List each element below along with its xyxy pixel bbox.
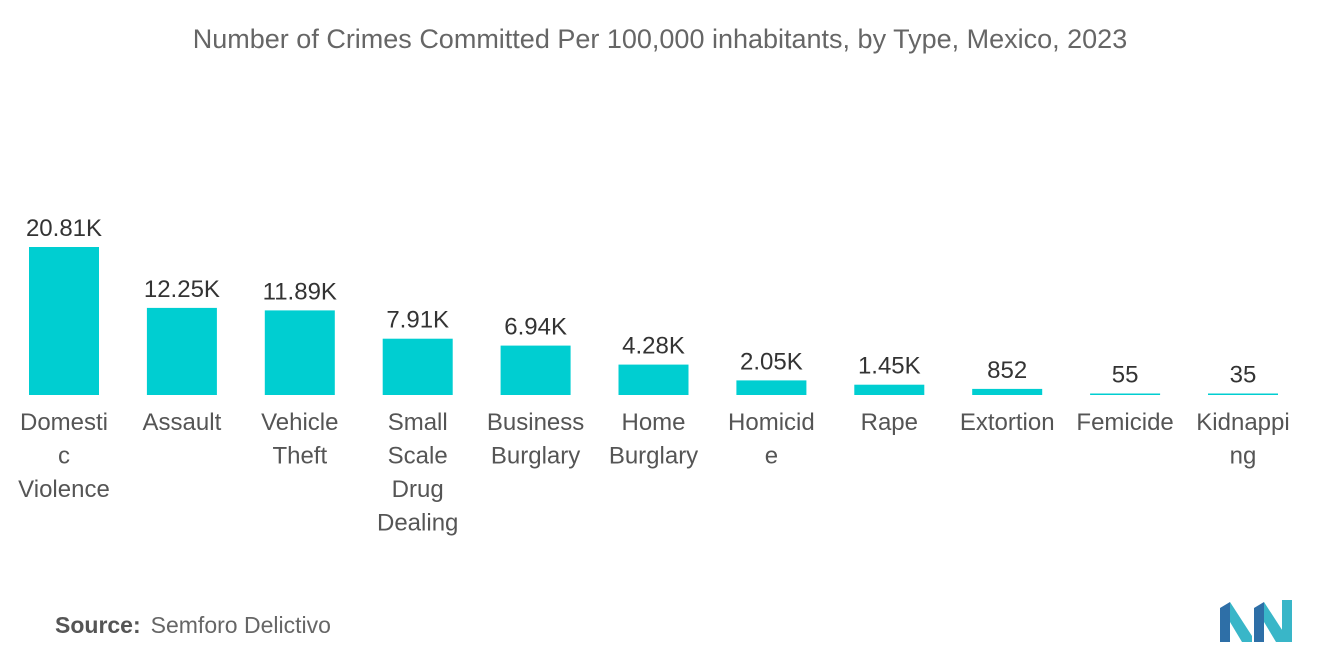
value-label-5: 6.94K: [504, 314, 567, 341]
bar-3: [264, 310, 335, 395]
category-label-line: Violence: [18, 476, 110, 503]
category-label-9: Extortion: [960, 409, 1055, 436]
bar-chart: 20.81K 12.25K 11.89K 7.91K 6.94K 4.28K 2.05K 1.…: [18, 215, 1290, 537]
value-label-6: 4.28K: [622, 333, 685, 360]
category-label-1: Domesti c Violence: [18, 409, 110, 503]
value-labels-group: 20.81K 12.25K 11.89K 7.91K 6.94K 4.28K 2.05K 1.…: [26, 215, 1256, 389]
bar-10: [1090, 393, 1161, 395]
category-label-line: Extortion: [960, 409, 1055, 436]
value-label-10: 55: [1112, 362, 1139, 389]
category-label-line: Theft: [272, 443, 327, 470]
mordor-intelligence-logo-icon: [1220, 600, 1292, 642]
bar-11: [1208, 393, 1278, 395]
category-label-line: Vehicle: [261, 409, 338, 436]
category-label-line: Business: [487, 409, 584, 436]
source-label: Source:: [55, 612, 141, 638]
category-label-line: e: [765, 443, 778, 470]
chart-title: Number of Crimes Committed Per 100,000 i…: [192, 24, 1128, 54]
category-label-line: Rape: [861, 409, 918, 436]
source-line: Source: Semforo Delictivo: [55, 612, 331, 639]
category-label-line: Scale: [388, 443, 448, 470]
source-value: Semforo Delictivo: [150, 612, 331, 638]
bars-group: [29, 247, 1278, 395]
category-label-line: Domesti: [20, 409, 108, 436]
bar-7: [736, 380, 807, 395]
value-label-1: 20.81K: [26, 215, 102, 242]
category-label-3: Vehicle Theft: [261, 409, 338, 470]
category-label-line: Dealing: [377, 510, 458, 537]
category-label-11: Kidnappi ng: [1196, 409, 1289, 470]
category-label-line: Assault: [143, 409, 222, 436]
value-label-11: 35: [1230, 362, 1257, 389]
category-label-8: Rape: [861, 409, 918, 436]
category-labels-group: Domesti c Violence Assault Vehicle Theft Small…: [18, 409, 1290, 537]
value-label-2: 12.25K: [144, 276, 220, 303]
category-label-line: Burglary: [609, 443, 698, 470]
category-label-line: ng: [1230, 443, 1257, 470]
bar-8: [854, 384, 925, 395]
category-label-2: Assault: [143, 409, 222, 436]
value-label-8: 1.45K: [858, 353, 921, 380]
bar-4: [382, 338, 453, 395]
value-label-4: 7.91K: [386, 307, 449, 334]
category-label-6: Home Burglary: [609, 409, 698, 470]
value-label-7: 2.05K: [740, 348, 803, 375]
category-label-line: Homicid: [728, 409, 815, 436]
category-label-line: Small: [388, 409, 448, 436]
category-label-line: Kidnappi: [1196, 409, 1289, 436]
category-label-line: Burglary: [491, 443, 580, 470]
category-label-line: Drug: [392, 476, 444, 503]
category-label-4: Small Scale Drug Dealing: [377, 409, 458, 537]
value-label-3: 11.89K: [263, 278, 337, 305]
bar-6: [618, 364, 689, 395]
category-label-5: Business Burglary: [487, 409, 584, 470]
bar-9: [972, 388, 1043, 395]
category-label-7: Homicid e: [728, 409, 815, 470]
bar-2: [146, 307, 217, 395]
value-label-9: 852: [987, 357, 1027, 384]
category-label-10: Femicide: [1076, 409, 1173, 436]
category-label-line: Home: [621, 409, 685, 436]
bar-5: [500, 345, 571, 395]
bar-1: [29, 247, 99, 395]
category-label-line: c: [58, 443, 70, 470]
category-label-line: Femicide: [1076, 409, 1173, 436]
